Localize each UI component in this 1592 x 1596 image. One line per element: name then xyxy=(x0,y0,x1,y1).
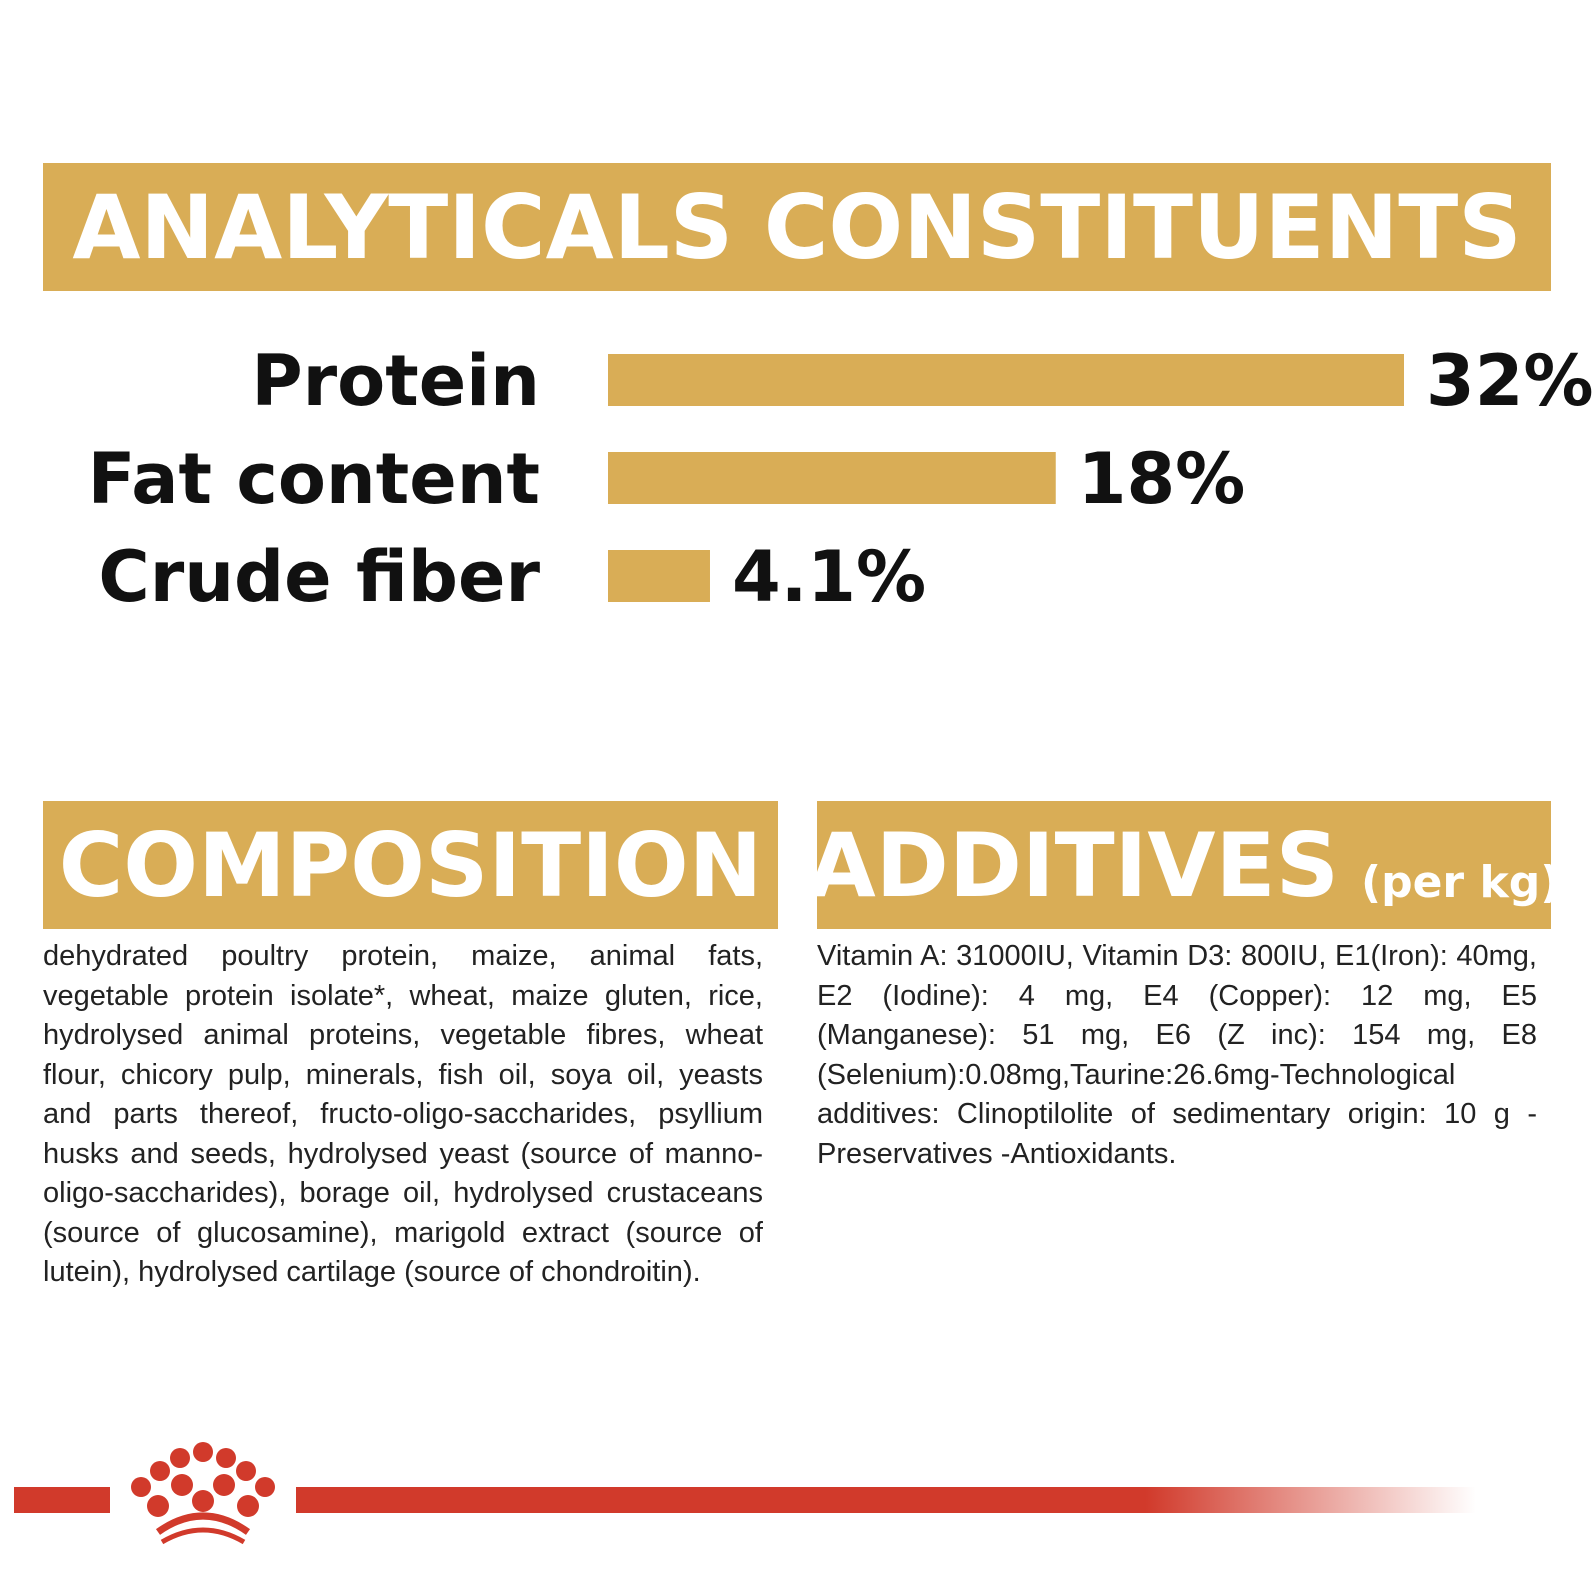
value-label: 32% xyxy=(1426,340,1592,422)
analytical-constituents-title: ANALYTICALS CONSTITUENTS xyxy=(72,175,1522,279)
additives-title-suffix: (per kg) xyxy=(1360,856,1561,908)
value-label: 18% xyxy=(1078,438,1246,520)
crown-paw-logo-icon xyxy=(131,1442,275,1545)
bar xyxy=(608,550,710,602)
additives-banner: ADDITIVES (per kg) xyxy=(808,801,1560,929)
bar xyxy=(608,452,1056,504)
composition-title: COMPOSITION xyxy=(58,813,763,917)
footer-right-stripe xyxy=(296,1487,1476,1513)
analytical-constituents-chart: Protein 32% Fat content 18% Crude fiber 4.1% xyxy=(88,340,1592,618)
footer-brand-bar xyxy=(14,1442,1476,1545)
additives-title: ADDITIVES xyxy=(807,813,1339,917)
composition-text: dehydrated poultry protein, maize, anima… xyxy=(43,940,763,1288)
category-label: Protein xyxy=(251,340,540,422)
footer-left-stripe xyxy=(14,1487,110,1513)
value-label: 4.1% xyxy=(732,536,926,618)
analytical-constituents-banner: ANALYTICALS CONSTITUENTS xyxy=(43,163,1551,291)
bar xyxy=(608,354,1404,406)
additives-text: Vitamin A: 31000IU, Vitamin D3: 800IU, E… xyxy=(817,940,1537,1170)
category-label: Fat content xyxy=(88,438,540,520)
composition-banner: COMPOSITION xyxy=(43,801,778,929)
category-label: Crude fiber xyxy=(98,536,540,618)
